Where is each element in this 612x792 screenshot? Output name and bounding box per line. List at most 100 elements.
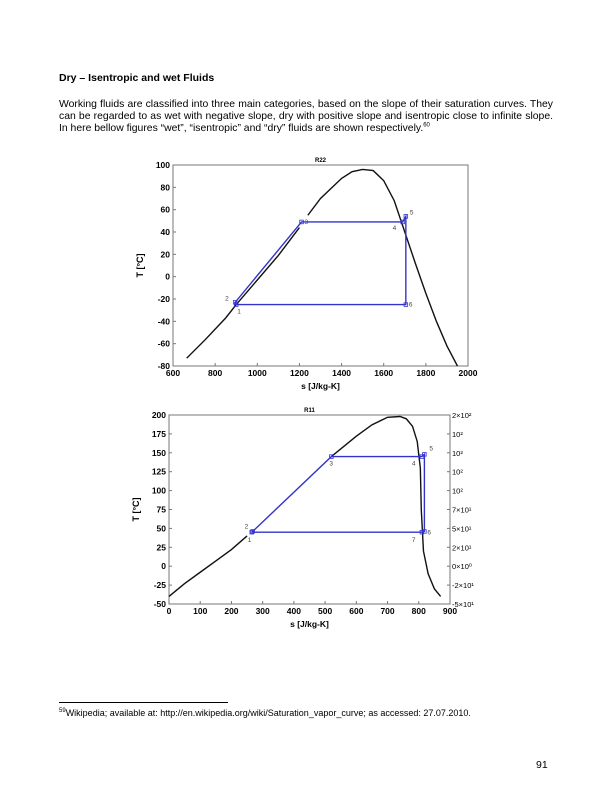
y2-tick-label: 0×10⁰	[452, 562, 472, 571]
footnote-text: Wikipedia; available at: http://en.wikip…	[65, 708, 471, 718]
x-tick-label: 300	[256, 606, 270, 616]
y-tick-label: 50	[157, 523, 167, 533]
y-tick-label: 200	[152, 410, 166, 420]
cycle-path	[251, 452, 426, 533]
y-tick-label: -50	[154, 599, 167, 609]
footnote-separator	[59, 702, 228, 703]
x-tick-label: 800	[208, 368, 222, 378]
cycle-point-label: 1	[237, 309, 241, 316]
x-tick-label: 600	[349, 606, 363, 616]
y-tick-label: 40	[161, 227, 171, 237]
cycle-point-marker	[234, 302, 239, 307]
y-tick-label: -20	[158, 294, 171, 304]
cycle-point-label: 5	[410, 209, 414, 216]
y2-tick-label: 2×10²	[452, 411, 472, 420]
y2-tick-label: 10²	[452, 487, 463, 496]
x-tick-label: 700	[380, 606, 394, 616]
y-tick-label: 100	[156, 160, 170, 170]
x-tick-label: 1400	[332, 368, 351, 378]
x-tick-label: 2000	[459, 368, 478, 378]
cycle-point-marker	[400, 219, 405, 225]
y2-tick-label: 10²	[452, 430, 463, 439]
cycle-point-marker	[250, 529, 255, 534]
cycle-point-marker	[419, 454, 425, 459]
plot-frame	[168, 414, 451, 605]
saturation-curve	[330, 415, 442, 597]
x-tick-label: 200	[224, 606, 238, 616]
cycle-point-marker	[299, 219, 304, 225]
cycle-point-marker	[422, 529, 427, 534]
cycle-point-label: 3	[305, 219, 309, 226]
y2-tick-label: 5×10¹	[452, 524, 472, 533]
y2-tick-label: 10²	[452, 468, 463, 477]
cycle-point-label: 5	[429, 445, 433, 452]
y-tick-label: 175	[152, 429, 166, 439]
y-tick-label: -25	[154, 580, 167, 590]
y-axis-label: T [°C]	[131, 497, 141, 521]
x-tick-label: 0	[167, 606, 172, 616]
x-tick-label: 400	[287, 606, 301, 616]
section-heading: Dry – Isentropic and wet Fluids	[59, 72, 215, 84]
cycle-point-marker	[419, 529, 425, 535]
y-tick-label: -80	[158, 361, 171, 371]
page-number: 91	[536, 759, 548, 771]
y-axis-label: T [°C]	[135, 253, 145, 277]
paragraph-text: Working fluids are classified into three…	[59, 99, 553, 134]
cycle-point-label: 3	[329, 461, 333, 468]
cycle-point-label: 1	[248, 537, 252, 544]
y-tick-label: 125	[152, 467, 166, 477]
y-tick-label: 75	[157, 505, 167, 515]
cycle-point-marker	[403, 214, 409, 219]
cycle-point-label: 7	[412, 537, 416, 544]
x-tick-label: 1800	[416, 368, 435, 378]
y-tick-label: 25	[157, 542, 167, 552]
y2-tick-label: 10²	[452, 449, 463, 458]
cycle-point-label: 2	[245, 523, 249, 530]
y2-tick-label: -5×10¹	[452, 600, 474, 609]
y-tick-label: -60	[158, 339, 171, 349]
footnote: 59Wikipedia; available at: http://en.wik…	[59, 708, 471, 718]
x-tick-label: 800	[412, 606, 426, 616]
cycle-point-marker	[249, 529, 254, 535]
x-tick-label: 1200	[290, 368, 309, 378]
y-tick-label: -40	[158, 316, 171, 326]
x-tick-label: 900	[443, 606, 457, 616]
cycle-point-label: 4	[393, 225, 397, 232]
x-tick-label: 500	[318, 606, 332, 616]
cycle-point-marker	[329, 454, 334, 459]
body-paragraph: Working fluids are classified into three…	[59, 99, 553, 135]
y-tick-label: 0	[165, 272, 170, 282]
y-tick-label: 0	[161, 561, 166, 571]
x-axis-label: s [J/kg-K]	[290, 619, 329, 629]
cycle-point-label: 6	[427, 529, 431, 536]
chart-title: R11	[304, 408, 315, 414]
y-tick-label: 150	[152, 448, 166, 458]
saturation-curve	[168, 535, 248, 597]
y-tick-label: 20	[161, 249, 171, 259]
footnote-number: 59	[59, 708, 66, 714]
chart-title: R22	[315, 158, 327, 164]
cycle-point-label: 4	[412, 461, 416, 468]
y2-tick-label: 7×10¹	[452, 506, 472, 515]
x-tick-label: 100	[193, 606, 207, 616]
y2-tick-label: -2×10¹	[452, 581, 474, 590]
cycle-path	[234, 213, 407, 306]
y2-tick-label: 2×10¹	[452, 543, 472, 552]
x-tick-label: 1600	[374, 368, 393, 378]
saturation-curve	[307, 168, 459, 367]
y-tick-label: 80	[161, 182, 171, 192]
cycle-point-label: 2	[225, 295, 229, 302]
cycle-point-marker	[232, 300, 238, 305]
y-tick-label: 60	[161, 205, 171, 215]
x-axis-label: s [J/kg-K]	[301, 381, 340, 391]
cycle-point-marker	[422, 452, 427, 457]
footnote-ref: 60	[423, 122, 430, 129]
y-tick-label: 100	[152, 486, 166, 496]
x-tick-label: 600	[166, 368, 180, 378]
cycle-point-marker	[403, 302, 409, 307]
x-tick-label: 1000	[248, 368, 267, 378]
plot-frame	[172, 164, 469, 367]
